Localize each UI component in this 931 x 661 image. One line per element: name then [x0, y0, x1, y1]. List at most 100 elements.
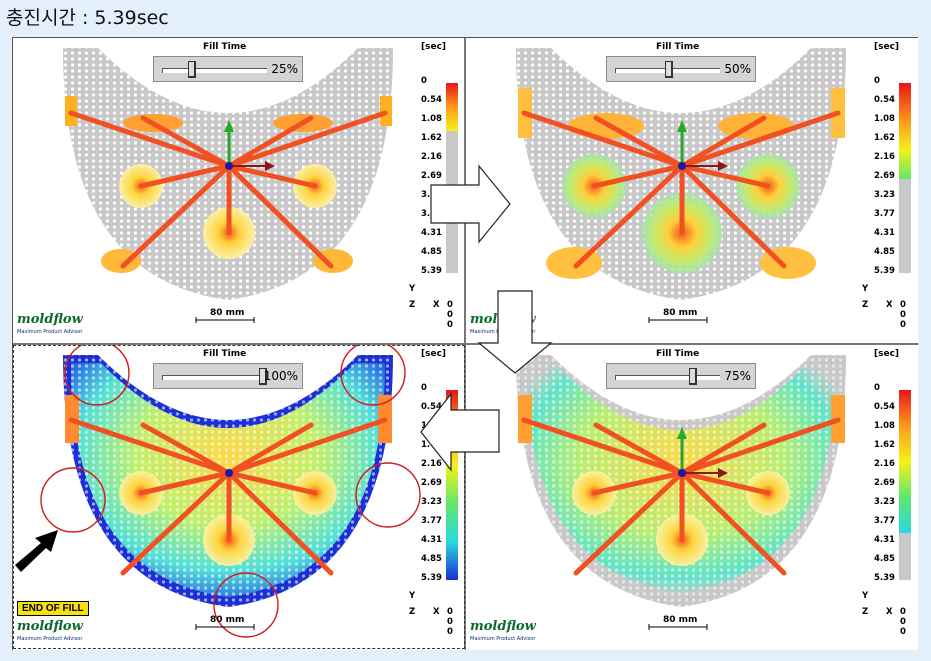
end-of-fill-label: END OF FILL — [17, 601, 89, 616]
part-view-25 — [63, 48, 458, 323]
moldflow-logo-sub: Maximum Product Advisor — [470, 329, 536, 335]
part-view-100 — [15, 345, 458, 638]
scale-tick: 0.54 — [874, 402, 895, 412]
scale-tick: 5.39 — [421, 266, 442, 276]
axis-x-label: X — [886, 607, 893, 617]
slider-thumb[interactable] — [689, 368, 697, 385]
scale-tick: 0 — [421, 383, 427, 393]
scale-tick: 2.69 — [421, 171, 442, 181]
axis-y-label: Y — [409, 284, 416, 294]
plot-title: Fill Time — [203, 42, 247, 52]
fill-slider[interactable]: 50% — [606, 56, 756, 82]
scale-bar-label: 80 mm — [663, 615, 698, 625]
scale-tick: 3.77 — [421, 209, 442, 219]
scale-tick: 1.62 — [421, 133, 442, 143]
plot-title: Fill Time — [656, 42, 700, 52]
scale-tick: 4.31 — [874, 228, 895, 238]
fill-slider[interactable]: 25% — [153, 56, 303, 82]
moldflow-logo: moldflow — [17, 619, 83, 634]
page-title: 충진시간 : 5.39sec — [6, 7, 169, 29]
axis-val: 0 — [900, 320, 906, 330]
panel-fill-50[interactable]: Fill Time [sec] 50% 0 0.54 1.08 1.62 2.1… — [466, 38, 918, 343]
moldflow-logo: moldflow — [470, 312, 536, 327]
scale-tick: 4.85 — [421, 554, 442, 564]
scale-tick: 4.31 — [421, 228, 442, 238]
scale-tick: 3.23 — [421, 497, 442, 507]
axis-z-label: Z — [862, 607, 869, 617]
axis-val: 0 — [447, 627, 453, 637]
fill-slider[interactable]: 100% — [153, 363, 303, 389]
moldflow-logo-sub: Maximum Product Advisor — [17, 329, 83, 335]
unit-label: [sec] — [874, 349, 900, 359]
scale-tick: 3.77 — [874, 209, 895, 219]
axis-val: 0 — [900, 627, 906, 637]
scale-tick: 2.16 — [421, 152, 442, 162]
panel-divider-horizontal — [13, 343, 917, 345]
scale-tick: 2.16 — [874, 152, 895, 162]
axis-y-label: Y — [409, 591, 416, 601]
scale-tick: 5.39 — [421, 573, 442, 583]
axis-val: 0 — [900, 607, 906, 617]
scale-tick: 0 — [874, 76, 880, 86]
scale-tick: 4.85 — [421, 247, 442, 257]
scale-tick: 4.85 — [874, 554, 895, 564]
slider-track[interactable] — [615, 375, 720, 380]
fill-percent: 25% — [271, 62, 298, 76]
scale-tick: 1.08 — [874, 114, 895, 124]
results-frame: Fill Time [sec] 25% 0 0.54 1.08 1.62 2.1… — [12, 37, 918, 650]
part-view-50 — [516, 48, 911, 323]
panel-fill-100[interactable]: Fill Time [sec] 100% 0 0.54 1.08 1.62 2.… — [13, 345, 465, 650]
slider-thumb[interactable] — [665, 61, 673, 78]
scale-tick: 3.23 — [874, 190, 895, 200]
axis-x-label: X — [433, 300, 440, 310]
scale-tick: 3.77 — [874, 516, 895, 526]
axis-val: 0 — [447, 607, 453, 617]
moldflow-logo-sub: Maximum Product Advisor — [470, 636, 536, 642]
scale-tick: 4.31 — [421, 535, 442, 545]
scale-tick: 2.69 — [421, 478, 442, 488]
slider-thumb[interactable] — [188, 61, 196, 78]
scale-tick: 1.62 — [874, 133, 895, 143]
axis-val: 0 — [447, 617, 453, 627]
fill-percent: 100% — [263, 369, 298, 383]
scale-bar-label: 80 mm — [210, 308, 245, 318]
scale-tick: 0 — [421, 76, 427, 86]
moldflow-logo-sub: Maximum Product Advisor — [17, 636, 83, 642]
scale-tick: 0.54 — [874, 95, 895, 105]
axis-val: 0 — [900, 300, 906, 310]
scale-bar-label: 80 mm — [210, 615, 245, 625]
axis-val: 0 — [900, 617, 906, 627]
axis-val: 0 — [447, 300, 453, 310]
scale-tick: 0 — [874, 383, 880, 393]
fill-slider[interactable]: 75% — [606, 363, 756, 389]
scale-tick: 3.77 — [421, 516, 442, 526]
axis-val: 0 — [447, 310, 453, 320]
axis-y-label: Y — [862, 591, 869, 601]
scale-tick: 4.31 — [874, 535, 895, 545]
scale-tick: 1.62 — [874, 440, 895, 450]
selected-panel-border — [13, 345, 465, 649]
scale-tick: 2.16 — [874, 459, 895, 469]
moldflow-logo: moldflow — [17, 312, 83, 327]
slider-track[interactable] — [162, 375, 267, 380]
fill-percent: 50% — [724, 62, 751, 76]
slider-track[interactable] — [162, 68, 267, 73]
scale-tick: 5.39 — [874, 573, 895, 583]
panel-fill-75[interactable]: Fill Time [sec] 75% 0 0.54 1.08 1.62 2.1… — [466, 345, 918, 650]
axis-val: 0 — [900, 310, 906, 320]
unit-label: [sec] — [421, 42, 447, 52]
scale-tick: 5.39 — [874, 266, 895, 276]
axis-z-label: Z — [862, 300, 869, 310]
moldflow-logo: moldflow — [470, 619, 536, 634]
panel-fill-25[interactable]: Fill Time [sec] 25% 0 0.54 1.08 1.62 2.1… — [13, 38, 465, 343]
unit-label: [sec] — [874, 42, 900, 52]
scale-tick: 4.85 — [874, 247, 895, 257]
scale-tick: 3.23 — [421, 190, 442, 200]
scale-tick: 2.69 — [874, 171, 895, 181]
plot-title: Fill Time — [203, 349, 247, 359]
part-view-75 — [516, 355, 911, 630]
end-of-fill-circles — [40, 345, 421, 638]
scale-tick: 1.08 — [874, 421, 895, 431]
slider-thumb[interactable] — [259, 368, 267, 385]
scale-tick: 1.08 — [421, 114, 442, 124]
